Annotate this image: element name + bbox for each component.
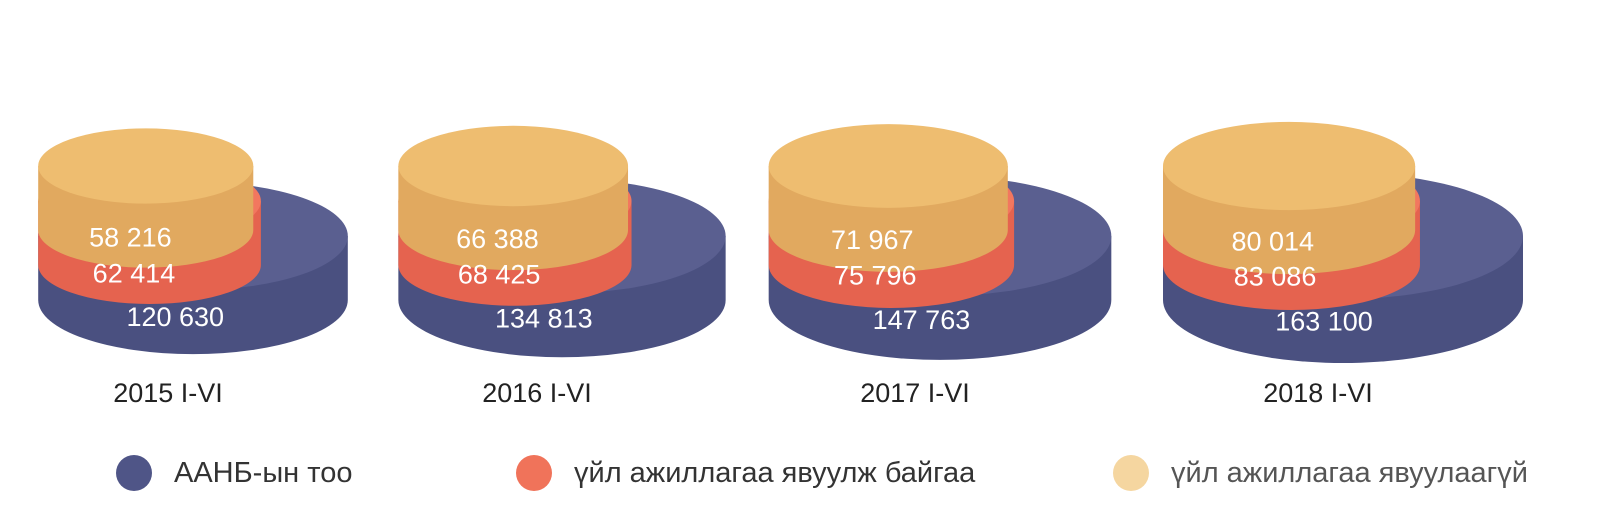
cylinder-group-2: 134 813 68 425 66 388 2016 I-VI bbox=[398, 125, 726, 408]
legend-swatch-orange bbox=[516, 455, 552, 491]
cylinder-top-inactive-3 bbox=[768, 124, 1008, 208]
legend-label-aanb: ААНБ-ын тоо bbox=[174, 456, 353, 489]
category-label-1: 2015 I-VI bbox=[113, 378, 223, 408]
cylinder-group-3: 147 763 75 796 71 967 2017 I-VI bbox=[768, 124, 1112, 408]
value-label-inactive-3: 71 967 bbox=[831, 225, 914, 255]
value-label-aanb-3: 147 763 bbox=[873, 305, 971, 335]
category-label-2: 2016 I-VI bbox=[482, 378, 592, 408]
cylinder-top-inactive-2 bbox=[398, 125, 629, 207]
value-label-aanb-2: 134 813 bbox=[495, 304, 593, 334]
value-label-active-1: 62 414 bbox=[93, 258, 176, 288]
category-label-4: 2018 I-VI bbox=[1263, 378, 1373, 408]
value-label-inactive-2: 66 388 bbox=[456, 224, 539, 254]
value-label-active-4: 83 086 bbox=[1234, 262, 1317, 292]
cylinder-group-1: 120 630 62 414 58 216 2015 I-VI bbox=[38, 128, 348, 408]
value-label-inactive-4: 80 014 bbox=[1231, 226, 1314, 256]
cylinder-top-inactive-1 bbox=[38, 128, 254, 204]
category-label-3: 2017 I-VI bbox=[860, 378, 970, 408]
value-label-inactive-1: 58 216 bbox=[89, 223, 172, 253]
legend-swatch-navy bbox=[116, 455, 152, 491]
legend-item-aanb: ААНБ-ын тоо bbox=[116, 448, 352, 498]
value-label-aanb-4: 163 100 bbox=[1275, 307, 1373, 337]
legend-label-active: үйл ажиллагаа явуулж байгаа bbox=[574, 456, 976, 489]
value-label-active-3: 75 796 bbox=[834, 261, 917, 291]
value-label-aanb-1: 120 630 bbox=[126, 302, 224, 332]
legend-item-active: үйл ажиллагаа явуулж байгаа bbox=[516, 448, 975, 498]
legend-label-inactive: үйл ажиллагаа явуулаагүй bbox=[1171, 456, 1528, 489]
legend: ААНБ-ын тоо үйл ажиллагаа явуулж байгаа … bbox=[0, 448, 1600, 508]
legend-item-inactive: үйл ажиллагаа явуулаагүй bbox=[1113, 448, 1528, 498]
cylinder-group-4: 163 100 83 086 80 014 2018 I-VI bbox=[1163, 121, 1523, 408]
value-label-active-2: 68 425 bbox=[458, 259, 541, 289]
cylinder-top-inactive-4 bbox=[1163, 121, 1416, 211]
legend-swatch-yellow bbox=[1113, 455, 1149, 491]
